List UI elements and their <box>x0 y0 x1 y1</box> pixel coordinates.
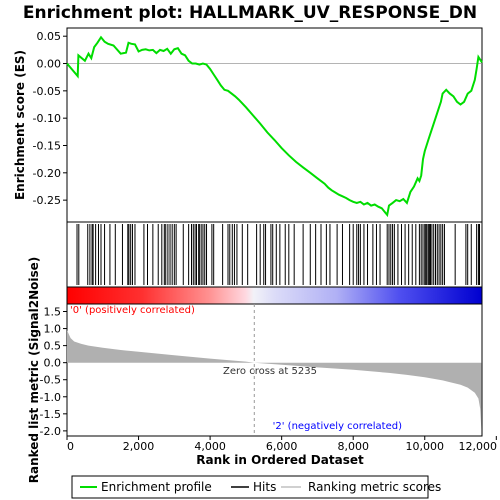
metric-y-axis-label: Ranked list metric (Signal2Noise) <box>27 257 41 484</box>
metric-y-tick-label: 1.5 <box>44 306 62 319</box>
legend-box <box>71 475 429 499</box>
metric-panel-frame <box>66 303 483 437</box>
x-axis-label: Rank in Ordered Dataset <box>196 453 364 467</box>
es-y-tick-label: 0.05 <box>37 30 62 43</box>
metric-y-tick-label: -1.5 <box>40 408 61 421</box>
metric-y-tick-label: -0.5 <box>40 374 61 387</box>
metric-y-tick-label: 1.0 <box>44 323 62 336</box>
es-y-tick-label: -0.15 <box>33 139 61 152</box>
es-panel-frame <box>66 27 483 223</box>
legend-hits-label: Hits <box>253 480 276 494</box>
metric-y-tick-label: -2.0 <box>40 425 61 438</box>
enrichment-profile-line <box>66 35 483 218</box>
zero-cross-label: Zero cross at 5235 <box>223 366 317 377</box>
x-tick-label: 0 <box>67 440 74 453</box>
x-tick-label: 2,000 <box>123 440 155 453</box>
metric-y-tick-label: 0.0 <box>44 357 62 370</box>
correlation-color-bar <box>67 287 482 304</box>
x-tick-label: 12,000 <box>459 440 498 453</box>
x-tick-label: 8,000 <box>337 440 369 453</box>
x-tick-label: 4,000 <box>194 440 226 453</box>
es-y-tick-label: 0.00 <box>37 58 62 71</box>
es-y-tick-label: -0.10 <box>33 112 61 125</box>
metric-y-tick-label: -1.0 <box>40 391 61 404</box>
es-y-tick-label: -0.25 <box>33 194 61 207</box>
x-tick-label: 10,000 <box>406 440 445 453</box>
legend: Enrichment profile Hits Ranking metric s… <box>71 475 441 499</box>
metric-y-axis: 1.5 1.0 0.5 0.0 -0.5 -1.0 -1.5 -2.0 <box>40 306 67 438</box>
ranking-metric-area <box>67 330 482 430</box>
negative-correlation-label: '2' (negatively correlated) <box>273 421 402 432</box>
metric-y-tick-label: 0.5 <box>44 340 62 353</box>
legend-metric-label: Ranking metric scores <box>308 480 441 494</box>
hit-markers <box>76 224 480 285</box>
x-tick-label: 6,000 <box>266 440 298 453</box>
legend-enrichment-label: Enrichment profile <box>101 480 212 494</box>
positive-correlation-label: '0' (positively correlated) <box>70 305 195 316</box>
es-y-axis-label: Enrichment score (ES) <box>13 50 27 200</box>
es-y-tick-label: -0.05 <box>33 85 61 98</box>
chart-title: Enrichment plot: HALLMARK_UV_RESPONSE_DN <box>23 3 477 23</box>
x-axis: 0 2,000 4,000 6,000 8,000 10,000 12,000 <box>66 436 498 453</box>
es-y-axis: 0.05 0.00 -0.05 -0.10 -0.15 -0.20 -0.25 <box>33 30 67 207</box>
es-y-tick-label: -0.20 <box>33 167 61 180</box>
